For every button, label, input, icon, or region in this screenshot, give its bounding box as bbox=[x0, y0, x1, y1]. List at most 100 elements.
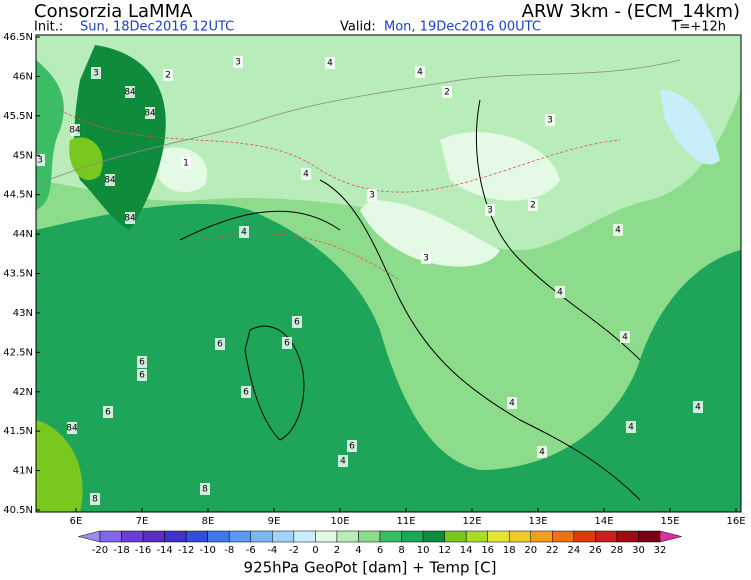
lat-label: 44N bbox=[13, 229, 33, 240]
lon-label: 11E bbox=[396, 516, 415, 527]
colorbar-cell bbox=[638, 530, 661, 543]
colorbar-cell bbox=[336, 530, 359, 543]
contour-label-bg bbox=[70, 124, 80, 136]
colorbar-cell bbox=[358, 530, 381, 543]
colorbar-label: 2 bbox=[334, 545, 340, 556]
lat-label: 42.5N bbox=[3, 347, 33, 358]
contour-label-bg bbox=[347, 440, 357, 452]
colorbar-label: 26 bbox=[589, 545, 602, 556]
contour-label-bg bbox=[36, 154, 45, 166]
contour-label: 3 bbox=[487, 206, 493, 216]
colorbar-cell bbox=[465, 530, 488, 543]
contour-label: 3 bbox=[547, 116, 553, 126]
contour-label-bg bbox=[301, 168, 311, 180]
colorbar-cell bbox=[595, 530, 618, 543]
colorbar-label: 24 bbox=[567, 545, 580, 556]
colorbar: -20 -18 -16 -14 -12 -10 -8 -6 -4 -2 0 2 4 6 8 10 12 14 16 1… bbox=[78, 530, 682, 556]
contour-label: 4 bbox=[622, 333, 628, 343]
colorbar-cell bbox=[401, 530, 424, 543]
title: Consorzia LaMMA bbox=[34, 1, 193, 22]
colorbar-cell bbox=[293, 530, 316, 543]
colorbar-label: -16 bbox=[135, 545, 151, 556]
colorbar-cell bbox=[142, 530, 165, 543]
colorbar-label: 14 bbox=[460, 545, 473, 556]
contour-label: 6 bbox=[217, 340, 223, 350]
land-cool bbox=[660, 90, 720, 165]
contour-label: 6 bbox=[105, 408, 111, 418]
contour-label-bg bbox=[537, 446, 547, 458]
lon-label: 8E bbox=[202, 516, 215, 527]
contour-label-bg bbox=[693, 401, 703, 413]
colorbar-label: 16 bbox=[481, 545, 494, 556]
contour-label-bg bbox=[181, 157, 191, 169]
contour-label-bg bbox=[415, 66, 425, 78]
alps bbox=[74, 45, 166, 230]
contour-label-bg bbox=[91, 67, 101, 79]
contour-label: 4 bbox=[539, 448, 545, 458]
colorbar-label: 12 bbox=[438, 545, 451, 556]
lon-label: 9E bbox=[268, 516, 281, 527]
colorbar-label: -20 bbox=[92, 545, 108, 556]
colorbar-cell bbox=[530, 530, 553, 543]
contour-label-bg bbox=[215, 338, 225, 350]
valid-time: Mon, 19Dec2016 00UTC bbox=[384, 20, 541, 35]
lon-label: 15E bbox=[660, 516, 679, 527]
colorbar-label: 4 bbox=[355, 545, 361, 556]
contour-label: 4 bbox=[417, 68, 423, 78]
colorbar-cell bbox=[99, 530, 122, 543]
colorbar-cell bbox=[207, 530, 230, 543]
contour-label: 6 bbox=[243, 388, 249, 398]
colorbar-label: 30 bbox=[632, 545, 645, 556]
lon-label: 16E bbox=[726, 516, 745, 527]
contour-label-bg bbox=[137, 356, 147, 368]
contour-label: 4 bbox=[509, 399, 515, 409]
lat-label: 41N bbox=[13, 466, 33, 477]
lon-label: 14E bbox=[594, 516, 613, 527]
contour-label: 4 bbox=[628, 423, 634, 433]
contour-label-bg bbox=[367, 189, 377, 201]
lat-label: 43.5N bbox=[3, 269, 33, 280]
lat-label: 42N bbox=[13, 387, 33, 398]
contour-label: 1 bbox=[183, 159, 189, 169]
colorbar-cell bbox=[272, 530, 295, 543]
colorbar-label: -18 bbox=[113, 545, 129, 556]
contour-label-bg bbox=[442, 86, 452, 98]
contour-label-bg bbox=[545, 114, 555, 126]
contour-label-bg bbox=[125, 86, 135, 98]
colorbar-label: -4 bbox=[267, 545, 277, 556]
lat-label: 40.5N bbox=[3, 505, 33, 516]
contour-label: 3 bbox=[37, 156, 43, 166]
colorbar-label: 0 bbox=[312, 545, 318, 556]
contour-label: 84 bbox=[69, 126, 81, 136]
colorbar-cell bbox=[379, 530, 402, 543]
contour-label-bg bbox=[325, 57, 335, 69]
contour-label-bg bbox=[163, 69, 173, 81]
contour-label-bg bbox=[239, 226, 249, 238]
land-warm bbox=[440, 132, 560, 201]
lat-label: 46N bbox=[13, 71, 33, 82]
contour-label-bg bbox=[90, 493, 100, 505]
contour-label-bg bbox=[241, 386, 251, 398]
contour-label-bg bbox=[282, 337, 292, 349]
colorbar-label: 20 bbox=[524, 545, 537, 556]
colorbar-cell bbox=[508, 530, 532, 543]
contour-label-bg bbox=[233, 56, 243, 68]
contour-label: 4 bbox=[241, 228, 247, 238]
contour-label: 3 bbox=[423, 254, 429, 264]
colorbar-cell bbox=[228, 530, 252, 543]
contour-label-bg bbox=[105, 174, 115, 186]
contour-label-bg bbox=[103, 406, 113, 418]
colorbar-label: 10 bbox=[417, 545, 430, 556]
contour-label: 6 bbox=[139, 358, 145, 368]
land-plain bbox=[36, 35, 741, 250]
coastline bbox=[179, 99, 641, 361]
colorbar-cell bbox=[185, 530, 208, 543]
contour-label: 3 bbox=[369, 191, 375, 201]
lat-label: 43N bbox=[13, 308, 33, 319]
contour-label-bg bbox=[67, 422, 77, 434]
contour-label: 6 bbox=[284, 339, 290, 349]
